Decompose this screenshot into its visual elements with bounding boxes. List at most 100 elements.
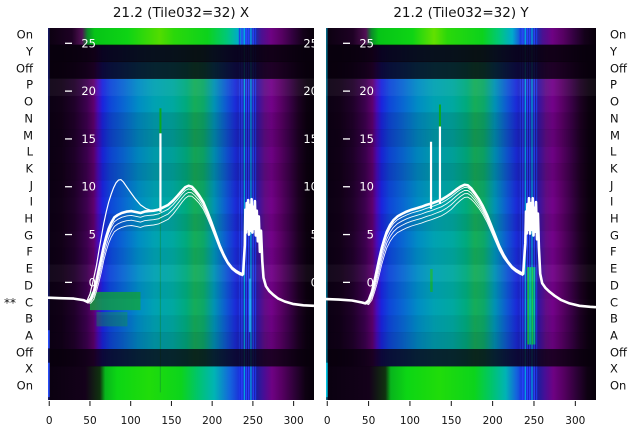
row-label-left-15-d: D: [24, 278, 33, 293]
row-shade: [326, 179, 596, 198]
row-shade: [48, 179, 314, 198]
y-tick-label: 20: [359, 84, 374, 98]
row-label-left-17-b: B: [25, 311, 33, 326]
current-tile-marker: **: [4, 295, 16, 310]
row-shade: [48, 315, 314, 333]
row-shade: [48, 44, 314, 63]
row-shade: [326, 129, 596, 147]
row-label-left-7-l: L: [26, 144, 33, 159]
row-label-right-21-on: On: [610, 378, 627, 393]
x-tick-label: 150: [161, 415, 181, 427]
row-label-right-16-c: C: [610, 294, 619, 309]
x-tick-label: 50: [362, 415, 375, 427]
row-shade: [326, 332, 596, 350]
x-tick-label: 50: [83, 415, 96, 427]
row-shade: [326, 264, 596, 282]
row-label-right-20-x: X: [610, 361, 618, 376]
row-shade: [326, 247, 596, 265]
bandpass-sub-trace: [326, 196, 524, 306]
x-tick-label: 250: [524, 415, 544, 427]
bandpass-sub-trace: [326, 193, 524, 304]
row-label-left-18-a: A: [25, 328, 33, 343]
row-shade: [326, 281, 596, 299]
y-tick-label-right: 15: [303, 132, 318, 146]
row-label-right-11-h: H: [610, 211, 619, 226]
y-tick-label: 15: [359, 132, 374, 146]
row-shade: [326, 112, 596, 130]
row-label-right-14-e: E: [610, 261, 618, 276]
row-label-left-14-e: E: [25, 261, 33, 276]
row-label-right-6-m: M: [610, 127, 620, 142]
row-shade: [48, 332, 314, 350]
row-shade: [326, 146, 596, 164]
row-shade: [48, 129, 314, 147]
x-tick-label: 200: [202, 415, 222, 427]
row-label-right-17-b: B: [610, 311, 618, 326]
row-shade: [48, 281, 314, 299]
row-label-left-5-n: N: [24, 111, 33, 126]
row-shade: [326, 315, 596, 333]
row-label-right-2-off: Off: [610, 60, 627, 75]
row-label-left-0-on: On: [16, 27, 33, 42]
y-tick-label: 10: [81, 180, 96, 194]
row-shade: [48, 349, 314, 367]
row-label-left-13-f: F: [26, 244, 33, 259]
x-tick-label: 100: [400, 415, 420, 427]
row-label-left-20-x: X: [25, 361, 33, 376]
x-tick-label: 200: [483, 415, 503, 427]
row-label-left-11-h: H: [24, 211, 33, 226]
row-label-right-12-g: G: [610, 227, 619, 242]
x-axis-X: 0 50 100 150 200 250 300: [46, 401, 304, 427]
y-tick-label: 20: [81, 84, 96, 98]
row-label-right-7-l: L: [610, 144, 617, 159]
row-shade: [326, 78, 596, 96]
x-axis-Y: 0 50 100 150 200 250 300: [324, 401, 585, 427]
panel-right-title: 21.2 (Tile032=32) Y: [393, 5, 529, 21]
y-tick-label: 10: [359, 180, 374, 194]
row-label-right-1-y: Y: [610, 44, 618, 59]
row-label-left-19-off: Off: [16, 344, 33, 359]
row-label-right-0-on: On: [610, 27, 627, 42]
row-shade: [48, 247, 314, 265]
y-tick-label-right: 5: [311, 228, 318, 242]
y-tick-label: 0: [89, 275, 96, 289]
bandpass-outlier-trace: [86, 178, 158, 302]
bandpass-main-curve: [48, 184, 314, 308]
y-tick-label: 25: [81, 36, 96, 50]
y-tick-label: 5: [367, 228, 374, 242]
heatmap-panel-X: 25 25 20 20 15 15 10 10 5 5 0 0: [48, 28, 318, 400]
row-shade: [326, 349, 596, 367]
row-label-right-18-a: A: [610, 328, 618, 343]
row-label-left-2-off: Off: [16, 60, 33, 75]
panel-left-title: 21.2 (Tile032=32) X: [112, 5, 250, 21]
row-shade: [326, 163, 596, 181]
row-label-left-16-c: C: [24, 294, 33, 309]
x-tick-label: 250: [243, 415, 263, 427]
y-tick-label: 25: [359, 36, 374, 50]
y-tick-label: 5: [89, 228, 96, 242]
row-label-left-21-on: On: [16, 378, 33, 393]
row-label-left-4-o: O: [23, 94, 33, 109]
row-shade: [48, 61, 314, 79]
heatmap-panel-Y: 25 20 15 10 5 0: [326, 28, 596, 400]
row-shade: [48, 78, 314, 96]
x-tick-label: 300: [284, 415, 304, 427]
row-label-right-4-o: O: [610, 94, 620, 109]
row-label-right-8-k: K: [610, 161, 618, 176]
row-label-right-15-d: D: [610, 278, 619, 293]
rfi-blob: [96, 312, 128, 327]
row-label-left-10-i: I: [29, 194, 33, 209]
x-tick-label: 150: [441, 415, 461, 427]
row-label-column-left: On Y Off P O N M L K J I H G F E D C B A Off X On: [0, 0, 33, 440]
row-label-left-6-m: M: [23, 127, 33, 142]
row-shade: [48, 112, 314, 130]
row-label-right-5-n: N: [610, 111, 619, 126]
x-tick-label: 100: [121, 415, 141, 427]
rfi-blob: [430, 268, 433, 292]
y-tick-label-right: 0: [311, 275, 318, 289]
y-tick-label: 0: [367, 275, 374, 289]
row-label-column-right: On Y Off P O N M L K J I H G F E D C B A Off X On: [610, 0, 640, 440]
x-tick-label: 0: [324, 415, 331, 427]
